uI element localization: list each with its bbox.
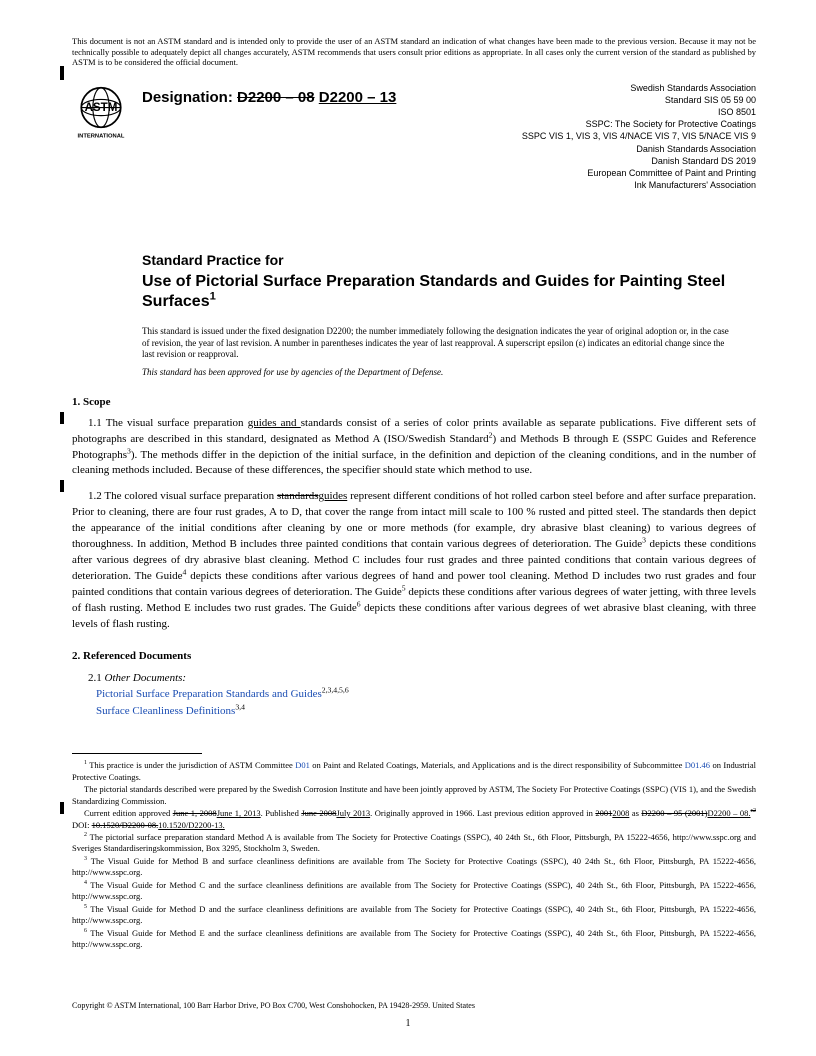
designation-old: D2200 – 08: [237, 89, 315, 106]
svg-text:ASTM: ASTM: [85, 101, 118, 114]
issuance-text: This standard is issued under the fixed …: [142, 326, 736, 361]
ref-line: ISO 8501: [522, 106, 756, 118]
ref-line: SSPC: The Society for Protective Coating…: [522, 118, 756, 130]
ref-line: European Committee of Paint and Printing: [522, 167, 756, 179]
title-main: Use of Pictorial Surface Preparation Sta…: [142, 272, 746, 312]
ref-line: Danish Standards Association: [522, 143, 756, 155]
right-references: Swedish Standards Association Standard S…: [522, 82, 756, 191]
footnote-3: 3 The Visual Guide for Method B and surf…: [72, 856, 756, 879]
footnote-rule: [72, 753, 202, 754]
footnote-4: 4 The Visual Guide for Method C and the …: [72, 880, 756, 903]
para-1-1: 1.1 The visual surface preparation guide…: [72, 416, 756, 480]
svg-text:INTERNATIONAL: INTERNATIONAL: [78, 134, 125, 140]
footnote-1: 1 This practice is under the jurisdictio…: [72, 760, 756, 783]
header-row: ASTM INTERNATIONAL Designation: D2200 – …: [72, 82, 756, 191]
change-bar: [60, 802, 64, 814]
page-number: 1: [0, 1017, 816, 1031]
designation-new: D2200 – 13: [319, 89, 397, 106]
copyright-line: Copyright © ASTM International, 100 Barr…: [72, 1001, 475, 1012]
designation-label: Designation:: [142, 89, 233, 106]
footnote-1c: Current edition approved June 1, 2008Jun…: [72, 808, 756, 831]
scope-heading: 1. Scope: [72, 395, 756, 410]
title-lead: Standard Practice for: [142, 251, 746, 270]
committee-link[interactable]: D01: [295, 760, 310, 770]
dod-approval: This standard has been approved for use …: [142, 367, 736, 379]
designation-block: Designation: D2200 – 08 D2200 – 13: [142, 82, 510, 108]
change-bar: [60, 412, 64, 424]
refdocs-list: 2.1 Other Documents: Pictorial Surface P…: [88, 670, 756, 720]
astm-logo: ASTM INTERNATIONAL: [72, 82, 130, 140]
subcommittee-link[interactable]: D01.46: [685, 760, 710, 770]
refdoc-link[interactable]: Surface Cleanliness Definitions: [96, 705, 235, 717]
ref-line: Ink Manufacturers' Association: [522, 179, 756, 191]
ref-line: SSPC VIS 1, VIS 3, VIS 4/NACE VIS 7, VIS…: [522, 130, 756, 142]
issuance-note: This standard is issued under the fixed …: [142, 326, 736, 379]
disclaimer-text: This document is not an ASTM standard an…: [72, 36, 756, 68]
ref-line: Standard SIS 05 59 00: [522, 94, 756, 106]
change-bar: [60, 66, 64, 80]
title-block: Standard Practice for Use of Pictorial S…: [142, 251, 746, 312]
para-1-2: 1.2 The colored visual surface preparati…: [72, 489, 756, 632]
refdocs-heading: 2. Referenced Documents: [72, 649, 756, 664]
refdoc-link[interactable]: Pictorial Surface Preparation Standards …: [96, 688, 322, 700]
footnote-1b: The pictorial standards described were p…: [72, 784, 756, 807]
footnote-5: 5 The Visual Guide for Method D and the …: [72, 904, 756, 927]
change-bar: [60, 480, 64, 492]
footnote-6: 6 The Visual Guide for Method E and the …: [72, 928, 756, 951]
footnote-2: 2 The pictorial surface preparation stan…: [72, 832, 756, 855]
ref-line: Swedish Standards Association: [522, 82, 756, 94]
footnotes: 1 This practice is under the jurisdictio…: [72, 760, 756, 951]
ref-line: Danish Standard DS 2019: [522, 155, 756, 167]
